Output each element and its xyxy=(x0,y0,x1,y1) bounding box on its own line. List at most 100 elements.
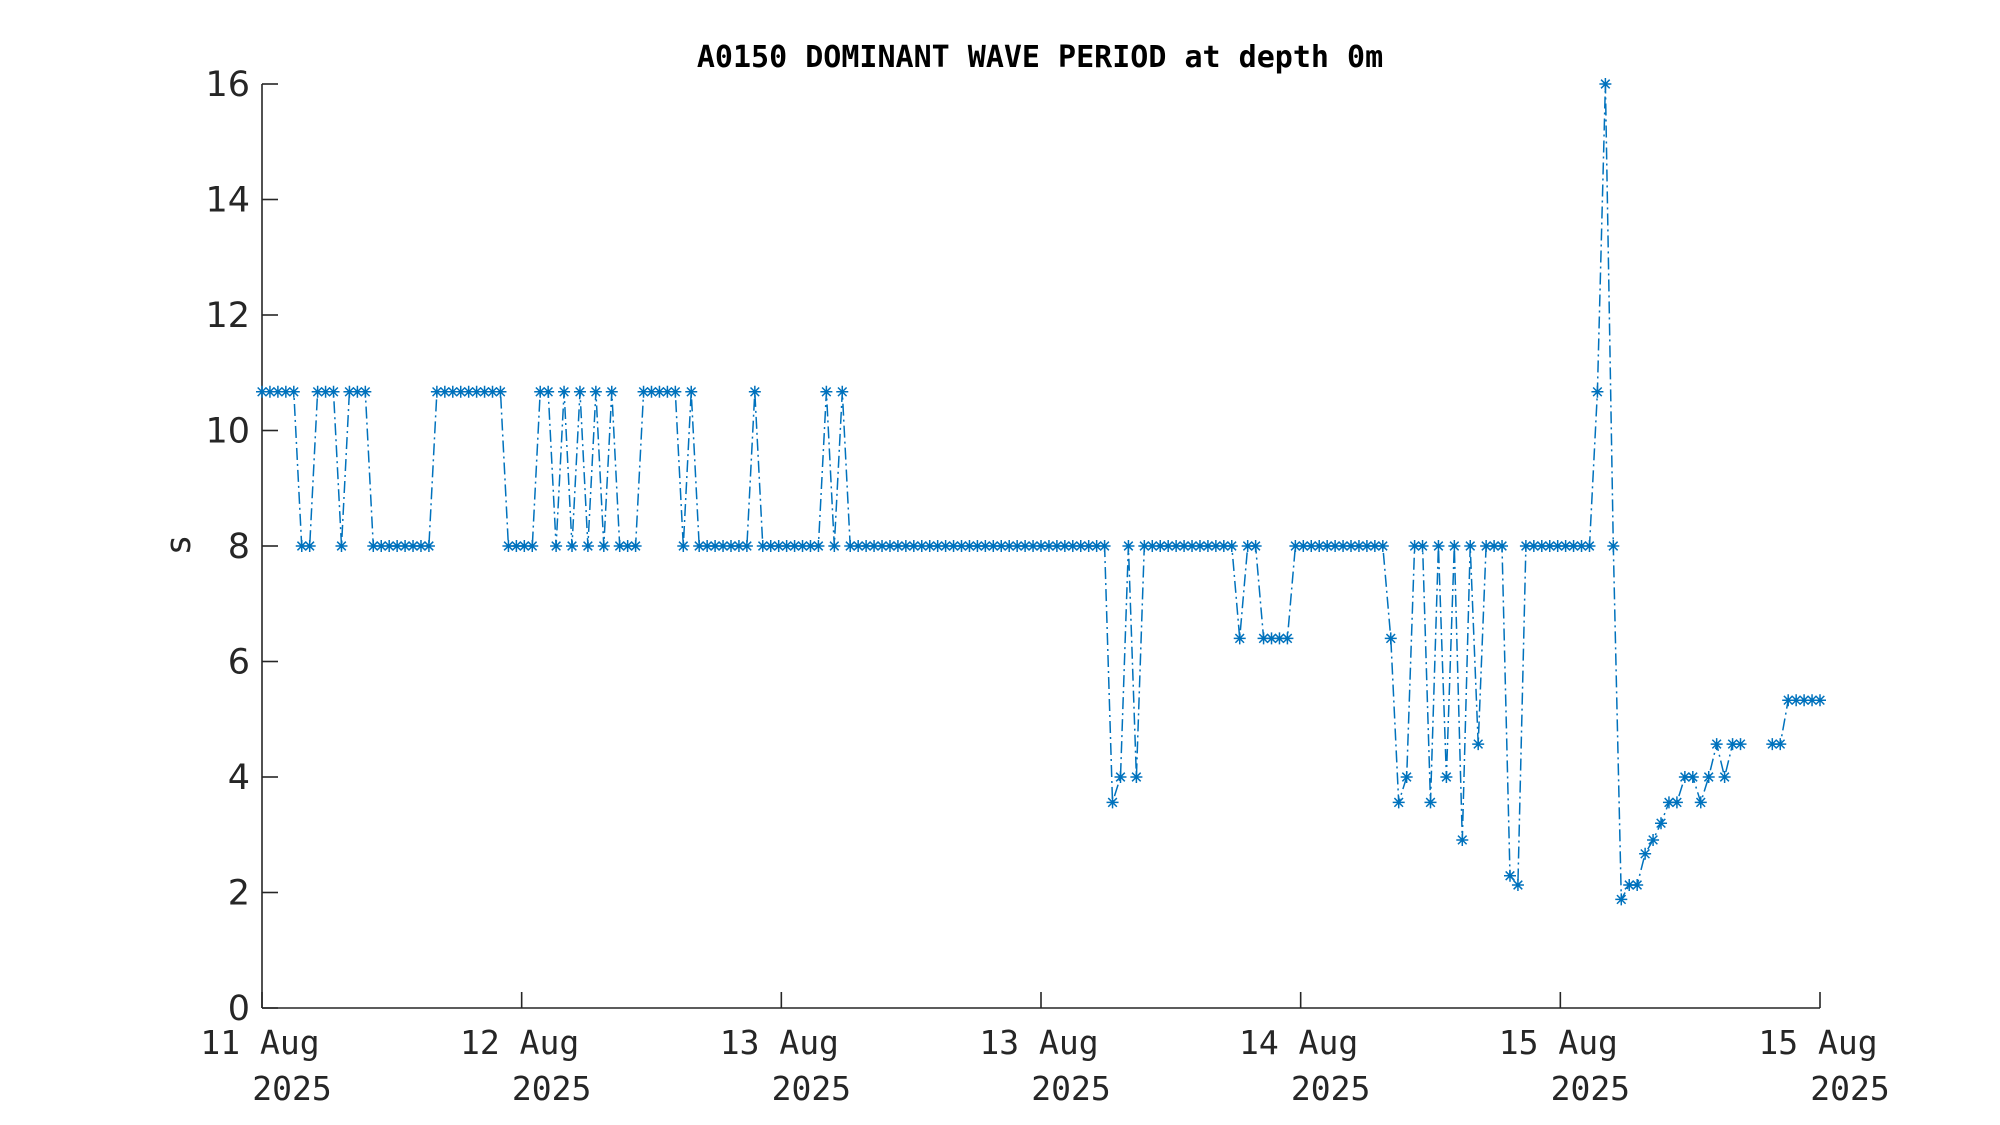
data-point xyxy=(1488,540,1501,552)
data-point xyxy=(1551,540,1564,552)
data-point xyxy=(430,385,443,398)
data-point xyxy=(1337,540,1350,552)
data-point xyxy=(1241,540,1254,552)
data-point xyxy=(1146,540,1159,552)
data-point xyxy=(860,540,873,552)
data-point xyxy=(979,540,992,552)
data-point xyxy=(1217,540,1230,552)
data-point xyxy=(1416,540,1429,552)
data-point xyxy=(287,385,300,398)
data-point xyxy=(1178,540,1191,552)
data-point xyxy=(1233,632,1246,645)
data-point xyxy=(1503,869,1516,882)
data-point xyxy=(1575,540,1588,552)
x-tick-label-date: 12 Aug xyxy=(460,1023,579,1062)
x-tick-label-date: 11 Aug xyxy=(200,1023,319,1062)
data-point xyxy=(883,540,896,552)
data-point xyxy=(1384,632,1397,645)
data-point xyxy=(414,540,427,552)
data-point xyxy=(1297,540,1310,552)
data-point xyxy=(263,385,276,398)
x-tick-label-year: 2025 xyxy=(512,1069,591,1108)
data-point xyxy=(478,385,491,398)
data-point xyxy=(732,540,745,552)
data-point xyxy=(1321,540,1334,552)
data-point xyxy=(351,385,364,398)
data-point xyxy=(1472,738,1485,751)
data-point xyxy=(1114,771,1127,783)
data-point xyxy=(343,385,356,398)
data-point xyxy=(804,540,817,552)
data-point xyxy=(709,540,722,552)
data-point xyxy=(573,385,586,398)
data-point xyxy=(383,540,396,552)
data-point xyxy=(566,540,579,552)
data-point xyxy=(947,540,960,552)
y-tick-label: 2 xyxy=(228,874,250,914)
data-point xyxy=(899,540,912,552)
data-point xyxy=(597,540,610,552)
data-point xyxy=(1655,817,1668,830)
data-point xyxy=(295,540,308,552)
data-point xyxy=(526,540,539,552)
data-point xyxy=(1774,738,1787,751)
data-point xyxy=(1782,694,1795,707)
data-point xyxy=(375,540,388,552)
data-point xyxy=(1615,893,1628,906)
data-point xyxy=(828,540,841,552)
data-point xyxy=(788,540,801,552)
data-point xyxy=(748,385,761,398)
data-point xyxy=(876,540,889,552)
data-point xyxy=(907,540,920,552)
data-point xyxy=(995,540,1008,552)
data-point xyxy=(1511,878,1524,891)
data-point xyxy=(1162,540,1175,552)
y-tick-label: 14 xyxy=(205,181,250,221)
data-point xyxy=(915,540,928,552)
data-point xyxy=(1535,540,1548,552)
y-tick-label: 8 xyxy=(228,527,250,567)
data-point xyxy=(1011,540,1024,552)
data-point xyxy=(256,385,268,398)
x-axis: 11 Aug 2025 12 Aug 2025 13 Aug 2025 13 Aug 2025… xyxy=(200,992,1890,1108)
data-point xyxy=(518,540,531,552)
data-point xyxy=(1058,540,1071,552)
data-point xyxy=(693,540,706,552)
data-point xyxy=(1042,540,1055,552)
data-point xyxy=(589,385,602,398)
data-point xyxy=(1313,540,1326,552)
data-point xyxy=(271,385,284,398)
data-point xyxy=(1670,796,1683,809)
data-point xyxy=(1496,540,1509,552)
data-point xyxy=(303,540,316,552)
data-point xyxy=(438,385,451,398)
data-point xyxy=(1376,540,1389,552)
data-point xyxy=(558,385,571,398)
data-point xyxy=(1265,632,1278,645)
data-point xyxy=(1066,540,1079,552)
y-tick-label: 6 xyxy=(228,643,250,683)
y-axis-label: s xyxy=(159,534,199,555)
data-point xyxy=(1249,540,1262,552)
data-point xyxy=(661,385,674,398)
data-point xyxy=(1035,540,1047,552)
data-point xyxy=(407,540,420,552)
data-point xyxy=(1050,540,1063,552)
data-point xyxy=(1138,540,1151,552)
data-point xyxy=(1662,796,1675,809)
y-tick-label: 10 xyxy=(205,412,250,452)
y-axis: 0 2 4 6 8 10 12 14 16 xyxy=(205,65,278,1029)
data-point xyxy=(701,540,714,552)
data-point xyxy=(1448,540,1461,552)
data-point xyxy=(581,540,594,552)
data-point xyxy=(637,385,650,398)
data-point xyxy=(542,385,555,398)
data-point xyxy=(653,385,666,398)
data-point xyxy=(1360,540,1373,552)
data-point xyxy=(1543,540,1556,552)
data-point xyxy=(359,385,372,398)
data-point xyxy=(1225,540,1238,552)
data-point xyxy=(1392,796,1405,809)
x-tick-label-date: 15 Aug xyxy=(1499,1023,1618,1062)
